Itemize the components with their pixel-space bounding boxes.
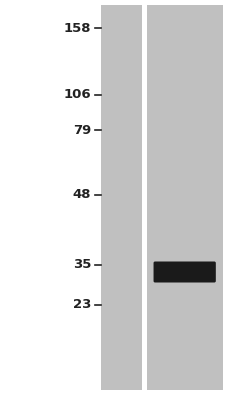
Bar — [142, 5, 146, 390]
Text: 23: 23 — [72, 298, 91, 312]
Text: 48: 48 — [72, 188, 91, 202]
Text: 79: 79 — [73, 124, 91, 136]
Bar — [146, 5, 222, 390]
FancyBboxPatch shape — [153, 262, 215, 282]
Text: 106: 106 — [63, 88, 91, 102]
Bar — [101, 5, 142, 390]
Text: 35: 35 — [72, 258, 91, 272]
Text: 158: 158 — [63, 22, 91, 34]
